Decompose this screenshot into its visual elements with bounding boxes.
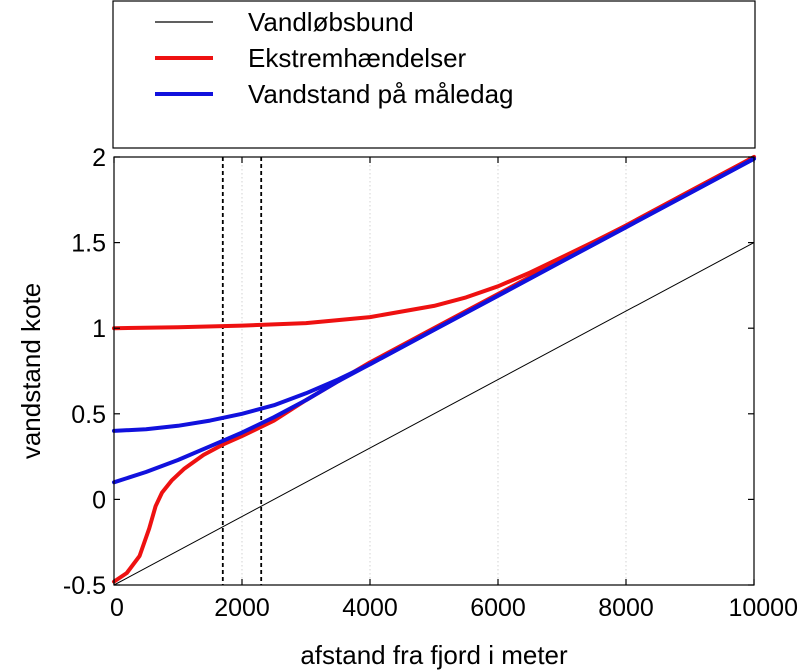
y-tick-label: 2 [92,144,106,172]
series-line-5 [112,156,756,485]
x-axis-title: afstand fra fjord i meter [300,640,568,670]
ticks: 0 2000 4000 6000 8000 10000-0.500.511.52 [63,144,798,622]
plot-frame [113,156,755,586]
y-tick-label: 1 [92,315,106,343]
x-tick-label: 10000 [728,594,798,622]
x-tick-label: 2000 [214,594,270,622]
plot-area [114,157,754,585]
grid [241,157,627,585]
y-tick-label: 1.5 [71,230,106,258]
legend-label: Ekstremhændelser [248,43,467,73]
y-axis-title: vandstand kote [16,283,46,459]
y-tick-label: 0 [92,486,106,514]
legend-box [112,0,756,149]
x-tick-label: 0 [110,594,124,622]
x-tick-label: 8000 [598,594,654,622]
y-tick-label: -0.5 [63,572,106,600]
legend-label: Vandstand på måledag [248,79,514,109]
legend: Vandløbsbund Ekstremhændelser Vandstand på… [155,7,514,109]
vertical-markers [221,157,263,585]
x-tick-label: 4000 [342,594,398,622]
legend-label: Vandløbsbund [248,7,414,37]
y-tick-label: 0.5 [71,401,106,429]
series-group [112,155,756,586]
series-line-1 [113,242,755,586]
x-tick-label: 6000 [470,594,526,622]
